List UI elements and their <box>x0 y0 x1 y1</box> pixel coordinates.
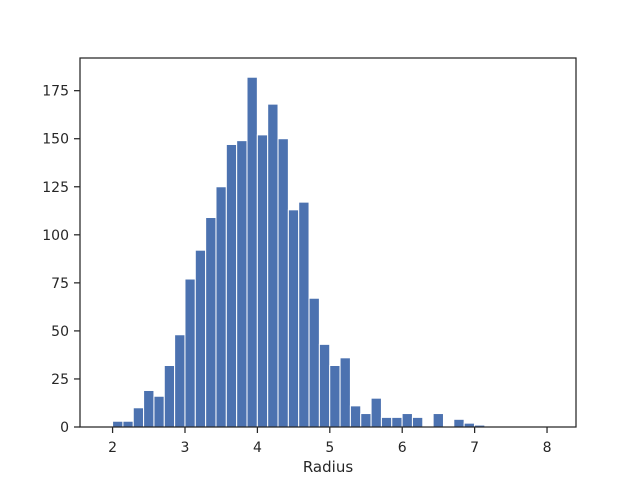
x-tick-label: 4 <box>253 440 262 456</box>
y-tick-label: 0 <box>60 420 69 436</box>
histogram-bar <box>174 334 186 428</box>
histogram-bar <box>380 416 393 428</box>
histogram-bar <box>329 365 341 428</box>
histogram-bar <box>339 357 351 428</box>
x-axis-label: Radius <box>303 458 353 476</box>
histogram-bar <box>225 143 238 428</box>
y-tick-label: 150 <box>42 132 69 148</box>
histogram-bar <box>256 134 269 428</box>
histogram-bar <box>432 413 444 428</box>
histogram-bar <box>143 389 155 428</box>
histogram-bar <box>360 413 372 428</box>
histogram-bar <box>349 405 362 428</box>
x-tick-label: 5 <box>325 440 334 456</box>
y-tick-label: 175 <box>42 84 69 100</box>
histogram-bar <box>194 249 207 428</box>
histogram-bar <box>246 76 258 428</box>
histogram-bar <box>236 140 248 428</box>
y-tick-label: 75 <box>51 276 69 292</box>
histogram-bar <box>184 278 196 428</box>
y-tick-label: 25 <box>51 372 69 388</box>
histogram-bar <box>215 186 227 428</box>
histogram-bar <box>318 343 331 428</box>
histogram-bar <box>132 407 145 428</box>
histogram-bar <box>391 416 403 428</box>
x-tick-label: 7 <box>470 440 479 456</box>
x-axis-ticks: 2 3 4 5 6 7 8 <box>108 427 551 456</box>
x-tick-label: 3 <box>181 440 190 456</box>
histogram-bar <box>453 418 465 428</box>
y-tick-label: 100 <box>42 228 69 244</box>
histogram-bar <box>205 217 217 428</box>
histogram-bar <box>277 138 289 428</box>
histogram-bar <box>287 209 300 428</box>
histogram-bar <box>308 297 320 428</box>
histogram-bar <box>411 416 424 428</box>
y-axis-ticks: 0 25 50 75 100 125 150 175 <box>42 84 80 436</box>
histogram-bar <box>401 413 413 428</box>
x-tick-label: 6 <box>398 440 407 456</box>
y-tick-label: 50 <box>51 324 69 340</box>
histogram-bar <box>370 397 382 428</box>
y-tick-label: 125 <box>42 180 69 196</box>
histogram-bar <box>153 395 165 428</box>
histogram-bar <box>163 365 176 428</box>
x-tick-label: 8 <box>543 440 552 456</box>
histogram-bar <box>298 201 310 428</box>
x-tick-label: 2 <box>108 440 117 456</box>
plot-frame <box>79 57 577 428</box>
histogram-bar <box>122 420 134 428</box>
histogram-bar <box>267 103 279 428</box>
histogram-bar <box>112 420 124 428</box>
